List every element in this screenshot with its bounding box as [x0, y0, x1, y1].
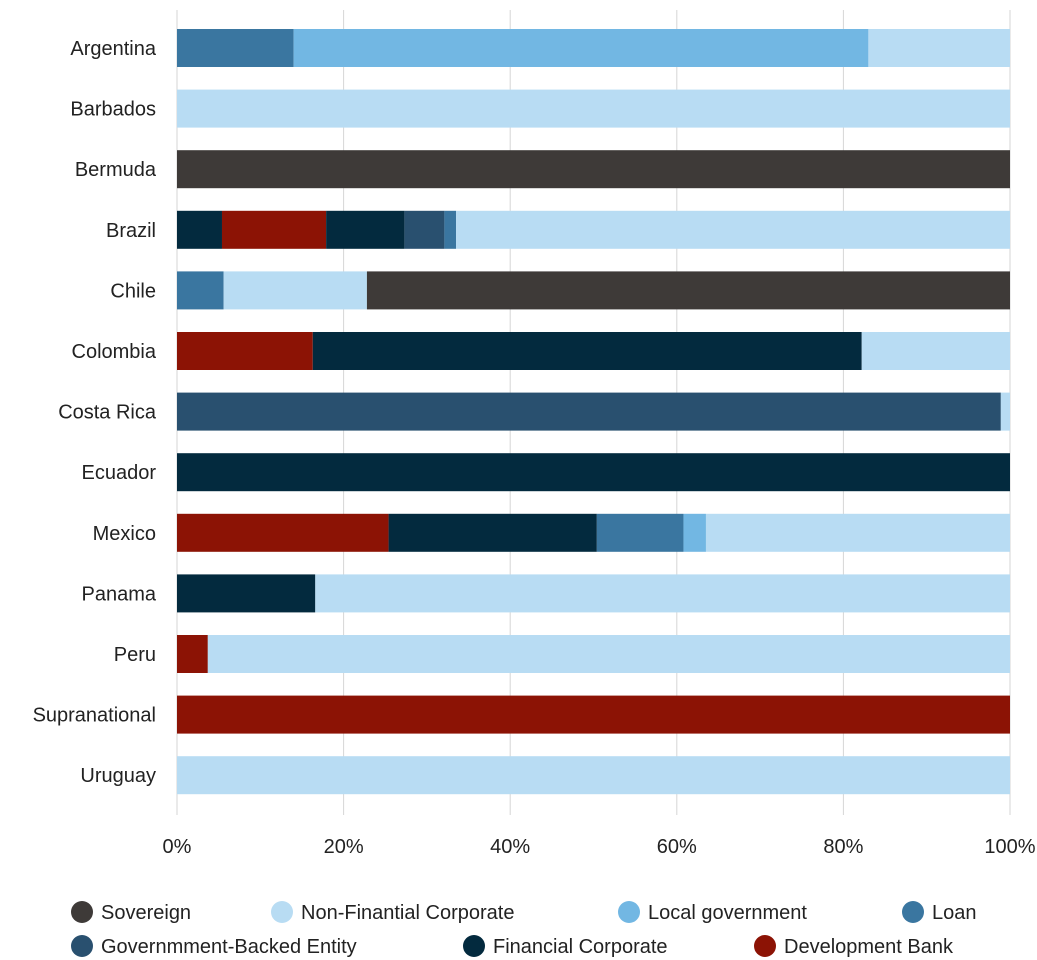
category-label-ecuador: Ecuador: [82, 462, 157, 484]
legend: Sovereign Non-Finantial Corporate Local go…: [71, 901, 977, 958]
bar-uruguay-non-finantial-corporate-0: [177, 756, 1010, 795]
x-tick-label-3: 60%: [657, 836, 697, 858]
bar-supranational-development-bank-0: [177, 695, 1010, 734]
bar-argentina-non-finantial-corporate-2: [868, 29, 1010, 67]
category-label-chile: Chile: [110, 280, 156, 302]
bar-argentina-local-government-1: [293, 29, 869, 67]
category-label-colombia: Colombia: [72, 341, 157, 363]
bar-peru-development-bank-0: [177, 635, 208, 673]
legend-item-local-government: Local government: [618, 901, 807, 924]
bar-brazil-loan-4: [444, 210, 457, 249]
category-label-uruguay: Uruguay: [80, 765, 156, 787]
bar-chile-non-finantial-corporate-1: [223, 271, 367, 310]
bar-colombia-development-bank-0: [177, 332, 313, 370]
bar-mexico-non-finantial-corporate-4: [705, 513, 1010, 552]
category-label-brazil: Brazil: [106, 220, 156, 242]
bar-chile-sovereign-2: [366, 271, 1010, 310]
bar-panama-financial-corporate-0: [177, 574, 316, 613]
bar-costa-rica-non-finantial-corporate-1: [1000, 392, 1010, 431]
bar-mexico-loan-2: [596, 513, 684, 552]
bar-chile-loan-0: [177, 271, 224, 310]
legend-swatch-loan: [902, 901, 924, 923]
legend-item-sovereign: Sovereign: [71, 901, 191, 924]
bar-brazil-non-finantial-corporate-5: [456, 210, 1010, 249]
legend-item-governmment-backed-entity: Governmment-Backed Entity: [71, 935, 357, 958]
legend-item-development-bank: Development Bank: [754, 935, 954, 958]
legend-item-non-finantial-corporate: Non-Finantial Corporate: [271, 901, 514, 924]
x-tick-label-4: 80%: [823, 836, 863, 858]
bars: [177, 29, 1011, 795]
x-tick-labels: 0% 20% 40% 60% 80% 100%: [163, 836, 1036, 858]
bar-panama-non-finantial-corporate-1: [315, 574, 1010, 613]
category-label-supranational: Supranational: [33, 705, 156, 727]
x-tick-label-0: 0%: [163, 836, 192, 858]
bar-colombia-financial-corporate-1: [312, 332, 862, 370]
bar-peru-non-finantial-corporate-1: [207, 635, 1011, 673]
bar-bermuda-sovereign-0: [177, 150, 1010, 189]
bar-brazil-governmment-backed-entity-3: [404, 210, 445, 249]
category-label-bermuda: Bermuda: [75, 159, 157, 181]
bar-argentina-loan-0: [177, 29, 294, 67]
legend-item-financial-corporate: Financial Corporate: [463, 935, 668, 958]
bar-colombia-non-finantial-corporate-2: [861, 332, 1010, 370]
bar-brazil-financial-corporate-2: [326, 210, 405, 249]
bar-mexico-local-government-3: [683, 513, 706, 552]
x-tick-label-1: 20%: [324, 836, 364, 858]
legend-label-financial-corporate: Financial Corporate: [493, 936, 668, 958]
bar-brazil-financial-corporate-0: [177, 210, 222, 249]
legend-swatch-local-government: [618, 901, 640, 923]
category-label-mexico: Mexico: [93, 523, 156, 545]
legend-label-local-government: Local government: [648, 902, 807, 924]
bar-costa-rica-governmment-backed-entity-0: [177, 392, 1001, 431]
category-labels: Argentina Barbados Bermuda Brazil Chile Colom…: [33, 38, 157, 787]
legend-swatch-non-finantial-corporate: [271, 901, 293, 923]
category-label-panama: Panama: [82, 583, 157, 605]
bar-mexico-financial-corporate-1: [388, 513, 597, 552]
category-label-peru: Peru: [114, 644, 156, 666]
x-tick-label-5: 100%: [984, 836, 1035, 858]
category-label-argentina: Argentina: [70, 38, 156, 60]
legend-item-loan: Loan: [902, 901, 977, 924]
bar-mexico-development-bank-0: [177, 513, 389, 552]
legend-label-sovereign: Sovereign: [101, 902, 191, 924]
legend-label-loan: Loan: [932, 902, 977, 924]
legend-label-development-bank: Development Bank: [784, 936, 954, 958]
bar-brazil-development-bank-1: [221, 210, 327, 249]
legend-label-non-finantial-corporate: Non-Finantial Corporate: [301, 902, 514, 924]
legend-label-governmment-backed-entity: Governmment-Backed Entity: [101, 936, 357, 958]
legend-swatch-sovereign: [71, 901, 93, 923]
legend-swatch-development-bank: [754, 935, 776, 957]
legend-swatch-financial-corporate: [463, 935, 485, 957]
category-label-barbados: Barbados: [70, 99, 156, 121]
x-tick-label-2: 40%: [490, 836, 530, 858]
legend-swatch-governmment-backed-entity: [71, 935, 93, 957]
category-label-costa-rica: Costa Rica: [58, 402, 157, 424]
bar-barbados-non-finantial-corporate-0: [177, 89, 1010, 128]
bar-ecuador-financial-corporate-0: [177, 453, 1010, 492]
